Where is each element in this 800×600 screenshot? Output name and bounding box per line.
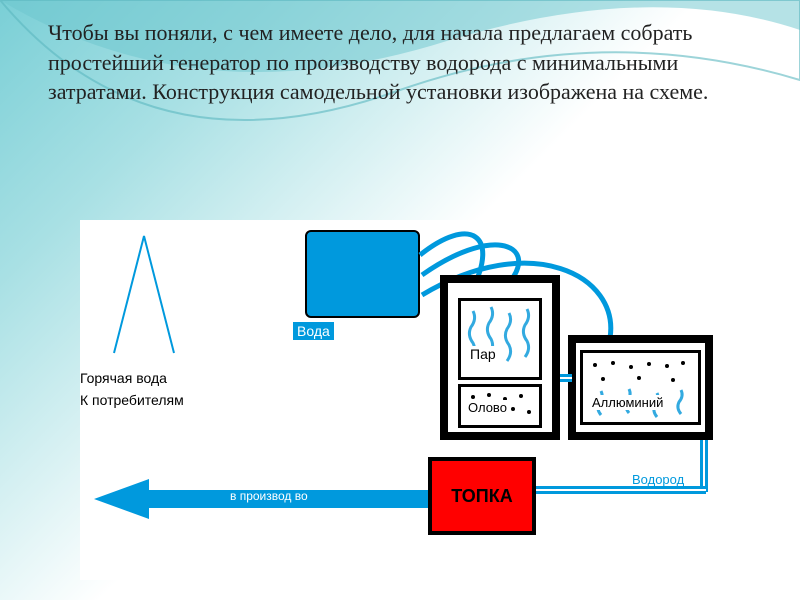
hot-water-up-arrow-icon	[104, 228, 184, 358]
steam-inner	[458, 298, 542, 380]
slide-body-text: Чтобы вы поняли, с чем имеете дело, для …	[48, 18, 748, 107]
hot-water-label: Горячая вода	[80, 370, 167, 386]
furnace-label: ТОПКА	[451, 486, 512, 507]
to-consumers-label: К потребителям	[80, 392, 184, 408]
aluminum-content-icon	[583, 353, 698, 422]
steam-to-aluminum-pipe	[560, 374, 572, 382]
aluminum-inner	[580, 350, 701, 425]
steam-waves-icon	[461, 301, 539, 377]
tin-label: Олово	[466, 400, 509, 415]
hydrogen-pipe-left	[536, 486, 706, 494]
hydrogen-label: Водород	[632, 472, 684, 487]
steam-label: Пар	[468, 346, 498, 362]
water-tank-label: Вода	[293, 322, 334, 340]
aluminum-label: Аллюминий	[590, 395, 665, 410]
production-arrow-icon	[94, 475, 434, 535]
hydrogen-pipe-down	[700, 440, 708, 492]
production-label: в производ во	[230, 489, 308, 503]
hydrogen-generator-diagram: Горячая вода К потребителям в производ в…	[80, 220, 740, 580]
furnace-box: ТОПКА	[428, 457, 536, 535]
